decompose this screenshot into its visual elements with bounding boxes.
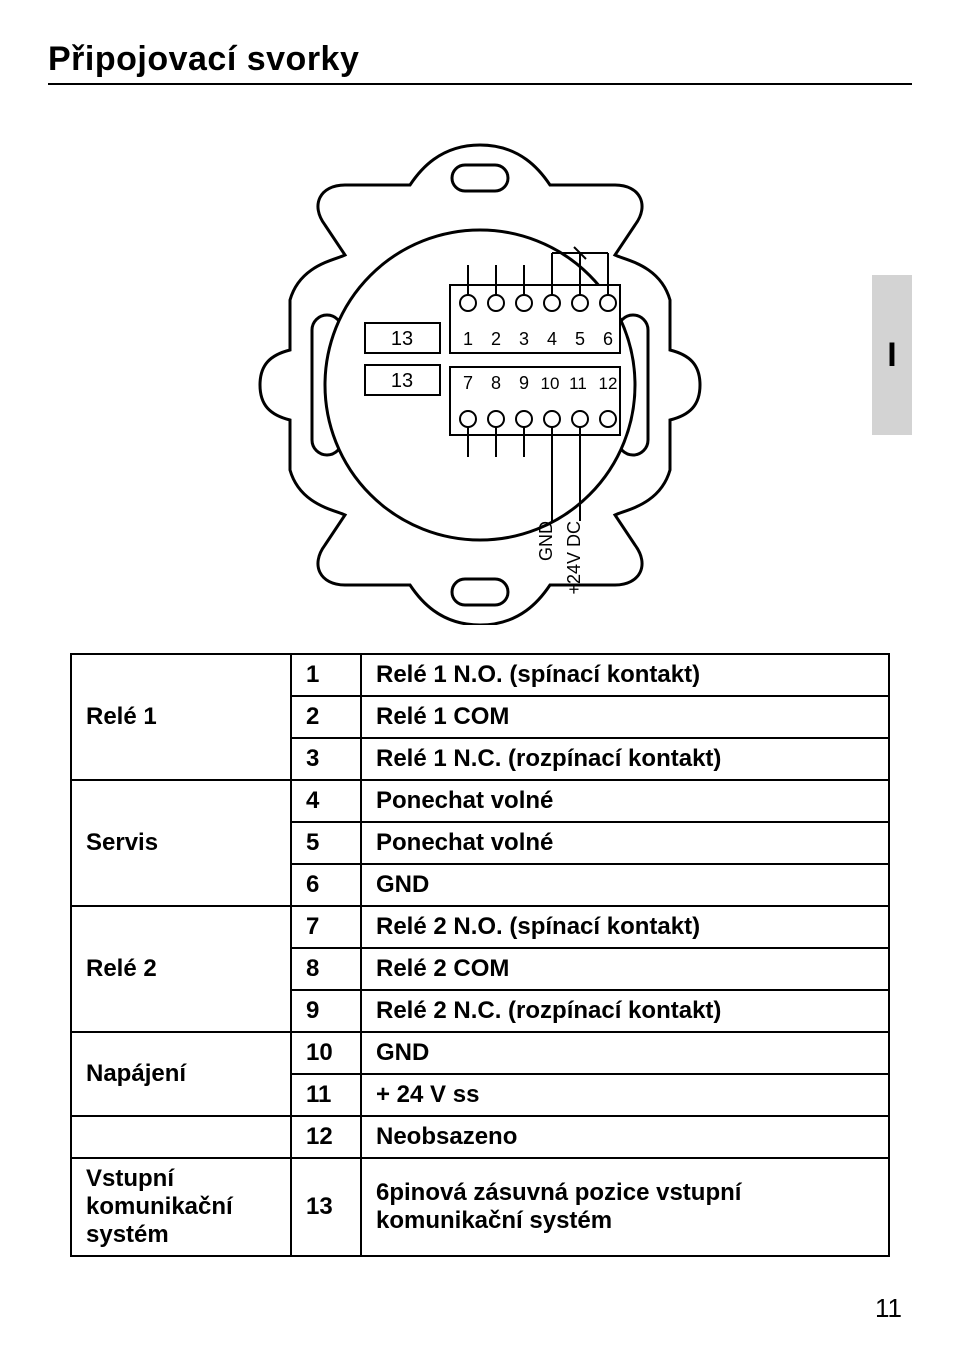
label-gnd: GND xyxy=(536,521,556,561)
tb-top-hole-2 xyxy=(488,295,504,311)
tb-top-hole-6 xyxy=(600,295,616,311)
title-underline xyxy=(48,83,912,85)
pin-6-desc: GND xyxy=(361,864,889,906)
pin-10-desc: GND xyxy=(361,1032,889,1074)
tb-bot xyxy=(450,367,620,435)
pin-3-num: 3 xyxy=(291,738,361,780)
group-empty xyxy=(71,1116,291,1158)
pin-4-desc: Ponechat volné xyxy=(361,780,889,822)
tb-top-n3: 3 xyxy=(519,329,529,349)
group-rele2: Relé 2 xyxy=(71,906,291,1032)
pin-7-desc: Relé 2 N.O. (spínací kontakt) xyxy=(361,906,889,948)
tb-top-n6: 6 xyxy=(603,329,613,349)
tb-bot-n1: 7 xyxy=(463,373,473,393)
pin-7-num: 7 xyxy=(291,906,361,948)
group-rele1: Relé 1 xyxy=(71,654,291,780)
tb-top-n4: 4 xyxy=(547,329,557,349)
pin-10-num: 10 xyxy=(291,1032,361,1074)
pin-9-num: 9 xyxy=(291,990,361,1032)
tb-bot-hole-1 xyxy=(460,411,476,427)
tb-bot-n5: 11 xyxy=(569,374,587,393)
pin-12-desc: Neobsazeno xyxy=(361,1116,889,1158)
tb-bot-hole-6 xyxy=(600,411,616,427)
pin-13-num: 13 xyxy=(291,1158,361,1256)
slot-bottom xyxy=(452,579,508,605)
tb-bot-hole-4 xyxy=(544,411,560,427)
tb-top xyxy=(450,285,620,353)
pin-9-desc: Relé 2 N.C. (rozpínací kontakt) xyxy=(361,990,889,1032)
page-number: 11 xyxy=(48,1293,912,1324)
pin-12-num: 12 xyxy=(291,1116,361,1158)
tb-bot-hole-2 xyxy=(488,411,504,427)
group-servis: Servis xyxy=(71,780,291,906)
tb-bot-n2: 8 xyxy=(491,373,501,393)
label-13-bottom: 13 xyxy=(391,370,413,392)
tb-top-hole-4 xyxy=(544,295,560,311)
pin-6-num: 6 xyxy=(291,864,361,906)
page-title: Připojovací svorky xyxy=(48,40,912,79)
pin-2-num: 2 xyxy=(291,696,361,738)
tb-top-n5: 5 xyxy=(575,329,585,349)
tb-top-hole-5 xyxy=(572,295,588,311)
pin-table: Relé 1 1 Relé 1 N.O. (spínací kontakt) 2… xyxy=(70,653,890,1257)
pin-2-desc: Relé 1 COM xyxy=(361,696,889,738)
pin-4-num: 4 xyxy=(291,780,361,822)
pin-13-desc: 6pinová zásuvná pozice vstupní komunikač… xyxy=(361,1158,889,1256)
pin-8-num: 8 xyxy=(291,948,361,990)
pin-5-desc: Ponechat volné xyxy=(361,822,889,864)
pin-1-num: 1 xyxy=(291,654,361,696)
tb-top-n2: 2 xyxy=(491,329,501,349)
pin-5-num: 5 xyxy=(291,822,361,864)
group-vstup: Vstupní komunikační systém xyxy=(71,1158,291,1256)
section-tab: I xyxy=(872,275,912,435)
pin-11-num: 11 xyxy=(291,1074,361,1116)
tb-bot-n6: 12 xyxy=(599,374,618,393)
pin-1-desc: Relé 1 N.O. (spínací kontakt) xyxy=(361,654,889,696)
label-13-top: 13 xyxy=(391,328,413,350)
tb-bot-hole-5 xyxy=(572,411,588,427)
diagram-area: 13 13 1 2 3 4 xyxy=(48,125,912,625)
tb-bot-n3: 9 xyxy=(519,373,529,393)
tb-top-hole-3 xyxy=(516,295,532,311)
slot-top xyxy=(452,165,508,191)
tb-top-hole-1 xyxy=(460,295,476,311)
pin-3-desc: Relé 1 N.C. (rozpínací kontakt) xyxy=(361,738,889,780)
group-napajeni: Napájení xyxy=(71,1032,291,1116)
tb-bot-n4: 10 xyxy=(541,374,560,393)
tb-top-n1: 1 xyxy=(463,329,473,349)
tb-bot-hole-3 xyxy=(516,411,532,427)
pin-8-desc: Relé 2 COM xyxy=(361,948,889,990)
pin-11-desc: + 24 V ss xyxy=(361,1074,889,1116)
terminal-diagram: 13 13 1 2 3 4 xyxy=(220,125,740,625)
label-24v: +24V DC xyxy=(564,521,584,595)
